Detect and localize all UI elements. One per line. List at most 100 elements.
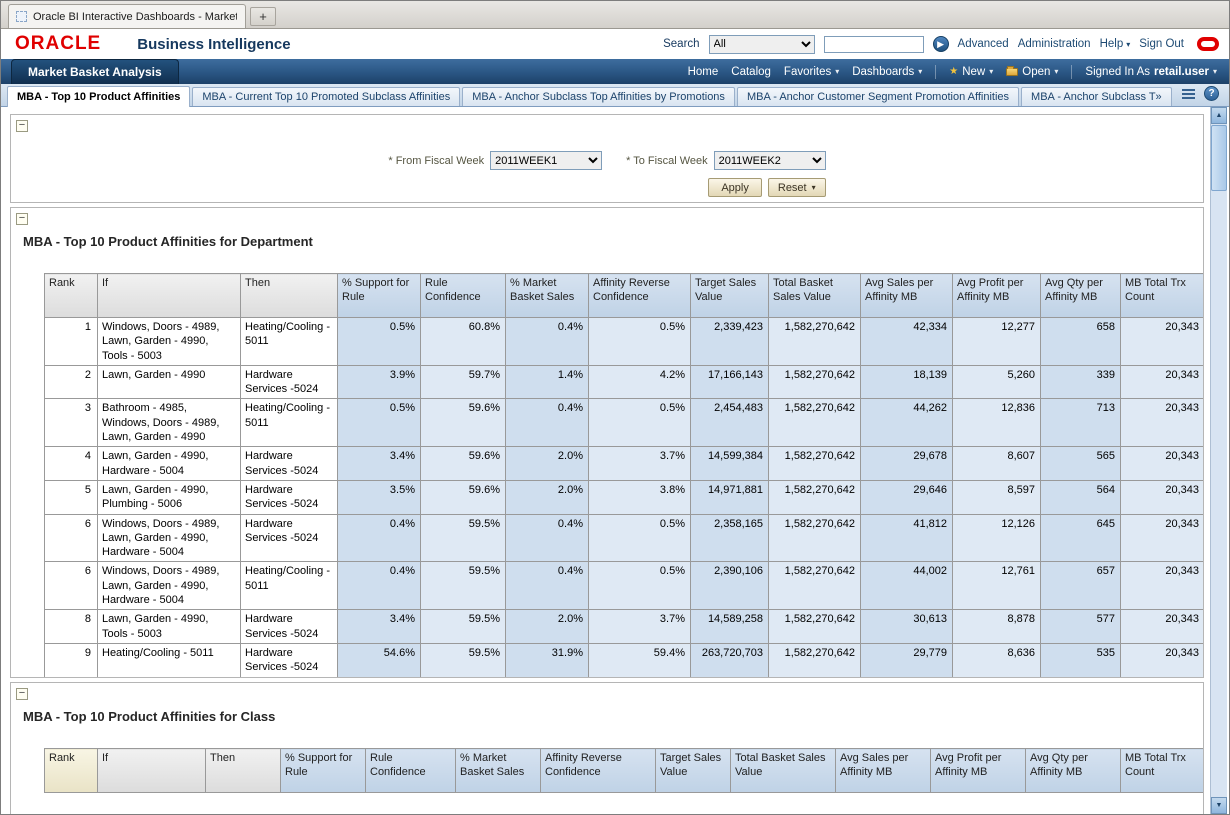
- column-header--support-for-rule[interactable]: % Support for Rule: [280, 748, 366, 793]
- catalog-link[interactable]: Catalog: [731, 65, 771, 78]
- arrow-up-icon: ▲: [1215, 112, 1223, 119]
- sign-out-link[interactable]: Sign Out: [1139, 38, 1184, 50]
- table-cell: 20,343: [1120, 364, 1203, 400]
- reset-button[interactable]: Reset ▾: [767, 178, 826, 197]
- reset-label: Reset: [777, 181, 807, 194]
- help-icon[interactable]: ?: [1204, 86, 1219, 101]
- page-tab-anchor-customer-segment-promotion-affinities[interactable]: MBA - Anchor Customer Segment Promotion …: [736, 87, 1020, 106]
- column-header-rule-confidence[interactable]: Rule Confidence: [420, 273, 506, 318]
- from-fiscal-week-select[interactable]: 2011WEEK1: [490, 151, 603, 170]
- table-cell: 31.9%: [505, 642, 589, 677]
- column-header-then[interactable]: Then: [205, 748, 281, 793]
- column-header-then[interactable]: Then: [240, 273, 338, 318]
- table-cell: 29,678: [860, 446, 953, 481]
- table-cell: 29,779: [860, 642, 953, 677]
- global-nav-bar: Market Basket Analysis Home Catalog Favo…: [1, 59, 1229, 84]
- table-cell: 53.5%: [588, 676, 691, 677]
- table-cell: 9: [44, 642, 98, 677]
- scroll-down-button[interactable]: ▼: [1211, 797, 1227, 814]
- dashboards-menu[interactable]: Dashboards ▾: [852, 66, 922, 78]
- page-tab-top-10-product-affinities[interactable]: MBA - Top 10 Product Affinities: [7, 86, 191, 107]
- table-cell: 59.6%: [420, 398, 506, 448]
- new-icon: ★: [949, 65, 959, 77]
- table-cell: 18,139: [860, 364, 953, 400]
- new-menu[interactable]: ★ New ▾: [949, 66, 993, 78]
- favorites-menu[interactable]: Favorites ▾: [784, 66, 839, 78]
- page-tab-label: MBA - Anchor Subclass Top Affinities by …: [472, 91, 725, 103]
- column-header--market-basket-sales[interactable]: % Market Basket Sales: [455, 748, 541, 793]
- page-options-menu-icon[interactable]: [1182, 88, 1195, 91]
- collapse-section-icon[interactable]: −: [16, 688, 28, 700]
- vertical-scrollbar[interactable]: ▲ ▼: [1210, 107, 1227, 814]
- table-cell: 2,390,106: [690, 561, 769, 611]
- table-row: 6 Windows, Doors - 4989, Lawn, Garden - 4…: [44, 561, 1203, 611]
- column-header-if[interactable]: If: [97, 273, 241, 318]
- advanced-link[interactable]: Advanced: [957, 38, 1009, 50]
- column-header-rank[interactable]: Rank: [44, 748, 98, 793]
- column-header-mb-total-trx-count[interactable]: MB Total Trx Count: [1120, 748, 1203, 793]
- prompt-area: * From Fiscal Week 2011WEEK1 * To Fiscal…: [11, 115, 1203, 197]
- search-go-icon[interactable]: ▶: [932, 36, 949, 52]
- browser-tab[interactable]: Oracle BI Interactive Dashboards - Marke…: [8, 4, 246, 28]
- table-cell: 2,339,423: [690, 317, 769, 366]
- table-cell: Hardware Services -5024: [240, 446, 338, 481]
- class-section: − MBA - Top 10 Product Affinities for Cl…: [10, 682, 1204, 814]
- help-menu[interactable]: Help ▾: [1100, 38, 1131, 50]
- scrollbar-thumb[interactable]: [1211, 125, 1227, 191]
- column-header-affinity-reverse-confidence[interactable]: Affinity Reverse Confidence: [588, 273, 691, 318]
- scroll-up-button[interactable]: ▲: [1211, 107, 1227, 124]
- table-cell: 713: [1040, 398, 1121, 448]
- column-header-target-sales-value[interactable]: Target Sales Value: [690, 273, 769, 318]
- table-row: 9 Heating/Cooling - 5011 Hardware Services…: [44, 642, 1203, 677]
- column-header-avg-sales-per-affinity-mb[interactable]: Avg Sales per Affinity MB: [860, 273, 953, 318]
- table-cell: 658: [1040, 317, 1121, 366]
- table-cell: 49.2%: [337, 676, 421, 677]
- signed-in-user: retail.user: [1154, 65, 1209, 78]
- column-header-avg-sales-per-affinity-mb[interactable]: Avg Sales per Affinity MB: [835, 748, 931, 793]
- new-tab-button[interactable]: +: [250, 7, 276, 26]
- table-cell: 8,636: [952, 642, 1041, 677]
- column-header-total-basket-sales-value[interactable]: Total Basket Sales Value: [768, 273, 861, 318]
- dashboard-page-tab-strip: MBA - Top 10 Product Affinities MBA - Cu…: [1, 84, 1229, 107]
- column-header-avg-qty-per-affinity-mb[interactable]: Avg Qty per Affinity MB: [1025, 748, 1121, 793]
- table-row: 1 Windows, Doors - 4989, Lawn, Garden - 4…: [44, 317, 1203, 366]
- table-cell: 565: [1040, 446, 1121, 481]
- administration-link[interactable]: Administration: [1017, 38, 1091, 50]
- table-row: 6 Windows, Doors - 4989, Lawn, Garden - 4…: [44, 513, 1203, 563]
- table-cell: 1,582,270,642: [768, 479, 861, 515]
- open-menu[interactable]: Open ▾: [1006, 65, 1058, 78]
- column-header-rank[interactable]: Rank: [44, 273, 98, 318]
- page-tab-current-top-10-promoted-subclass-affinities[interactable]: MBA - Current Top 10 Promoted Subclass A…: [192, 87, 461, 106]
- column-header-affinity-reverse-confidence[interactable]: Affinity Reverse Confidence: [540, 748, 656, 793]
- search-scope-select[interactable]: All: [708, 34, 815, 54]
- column-header-mb-total-trx-count[interactable]: MB Total Trx Count: [1120, 273, 1203, 318]
- column-header--support-for-rule[interactable]: % Support for Rule: [337, 273, 421, 318]
- search-input[interactable]: [823, 35, 924, 53]
- signed-in-label: Signed In As: [1085, 65, 1150, 78]
- column-header-target-sales-value[interactable]: Target Sales Value: [655, 748, 731, 793]
- column-header-if[interactable]: If: [97, 748, 206, 793]
- column-header-avg-profit-per-affinity-mb[interactable]: Avg Profit per Affinity MB: [952, 273, 1041, 318]
- column-header-avg-profit-per-affinity-mb[interactable]: Avg Profit per Affinity MB: [930, 748, 1026, 793]
- collapse-section-icon[interactable]: −: [16, 120, 28, 132]
- table-cell: 20,343: [1120, 642, 1203, 677]
- column-header-total-basket-sales-value[interactable]: Total Basket Sales Value: [730, 748, 836, 793]
- oracle-o-icon: [1197, 37, 1219, 51]
- column-header-rule-confidence[interactable]: Rule Confidence: [365, 748, 456, 793]
- table-cell: 1,582,270,642: [768, 398, 861, 448]
- page-tab-anchor-subclass-top-affinities-by-promotions[interactable]: MBA - Anchor Subclass Top Affinities by …: [462, 87, 735, 106]
- class-section-title: MBA - Top 10 Product Affinities for Clas…: [23, 709, 276, 724]
- collapse-section-icon[interactable]: −: [16, 213, 28, 225]
- to-fiscal-week-select[interactable]: 2011WEEK2: [713, 151, 826, 170]
- page-tab-anchor-subclass-truncated[interactable]: MBA - Anchor Subclass T»: [1021, 87, 1172, 106]
- table-cell: 2,358,165: [690, 513, 769, 563]
- column-header-avg-qty-per-affinity-mb[interactable]: Avg Qty per Affinity MB: [1040, 273, 1121, 318]
- signed-in-menu[interactable]: Signed In As retail.user ▾: [1085, 66, 1217, 78]
- column-header--market-basket-sales[interactable]: % Market Basket Sales: [505, 273, 589, 318]
- table-cell: 20,343: [1120, 676, 1203, 677]
- apply-button[interactable]: Apply: [708, 178, 762, 197]
- table-header-row: Rank If Then% Support for Rule Rule Confide…: [44, 273, 1203, 318]
- table-cell: 564: [1040, 479, 1121, 515]
- home-link[interactable]: Home: [687, 65, 719, 78]
